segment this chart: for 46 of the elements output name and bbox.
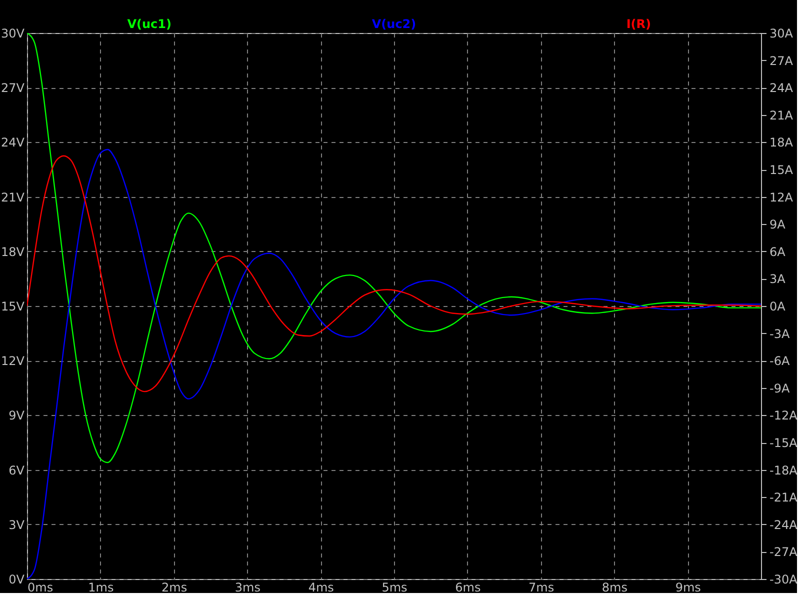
y2-tick-label: 18A — [770, 136, 794, 150]
y2-tick-label: 0A — [770, 300, 786, 314]
x-tick-label: 4ms — [308, 580, 334, 594]
text: V(uc1) — [127, 17, 172, 31]
y2-tick-label: 27A — [770, 54, 794, 68]
y-tick-label: 30V — [1, 26, 26, 40]
y2-tick-label: -15A — [770, 436, 798, 450]
y2-tick-label: -27A — [770, 545, 798, 560]
y2-tick-label: 9A — [770, 218, 786, 232]
x-tick-label: 2ms — [162, 580, 188, 594]
y-tick-label: 6V — [8, 463, 26, 478]
y2-tick-label: -30A — [770, 572, 798, 586]
x-tick-label: 6ms — [455, 580, 481, 594]
text: I(R) — [626, 17, 652, 31]
y2-tick-label: -24A — [770, 518, 798, 532]
y-tick-label: 9V — [8, 408, 26, 423]
y2-tick-label: 15A — [770, 163, 794, 177]
y2-tick-label: -21A — [770, 490, 798, 505]
y2-tick-label: 6A — [770, 244, 786, 259]
y2-tick-label: 3A — [770, 272, 786, 286]
y-tick-label: 18V — [1, 244, 26, 259]
y2-tick-label: 24A — [770, 81, 794, 96]
y2-tick-label: -3A — [770, 326, 790, 341]
y-tick-label: 15V — [1, 300, 26, 314]
y2-tick-label: -12A — [770, 408, 798, 423]
x-tick-label: 1ms — [88, 580, 114, 594]
y2-tick-label: 21A — [770, 108, 794, 122]
x-tick-label: 9ms — [675, 580, 701, 594]
y-tick-label: 0V — [8, 572, 26, 586]
y-tick-label: 3V — [8, 518, 26, 532]
x-tick-label: 0ms — [28, 580, 54, 594]
y2-tick-label: 12A — [770, 190, 794, 204]
text: V(uc2) — [372, 17, 416, 31]
y2-tick-label: -9A — [770, 381, 790, 396]
line-series — [27, 155, 761, 392]
x-tick-label: 5ms — [382, 580, 408, 594]
y2-tick-label: -18A — [770, 463, 798, 478]
x-tick-label: 8ms — [602, 580, 628, 594]
y-tick-label: 12V — [1, 354, 26, 368]
x-tick-label: 3ms — [234, 580, 260, 594]
y-tick-label: 21V — [1, 190, 26, 204]
y2-tick-label: 30A — [770, 26, 794, 40]
y2-tick-label: -6A — [770, 354, 790, 368]
x-tick-label: 7ms — [528, 580, 554, 594]
y-tick-label: 27V — [1, 81, 26, 96]
y-tick-label: 24V — [1, 136, 26, 150]
